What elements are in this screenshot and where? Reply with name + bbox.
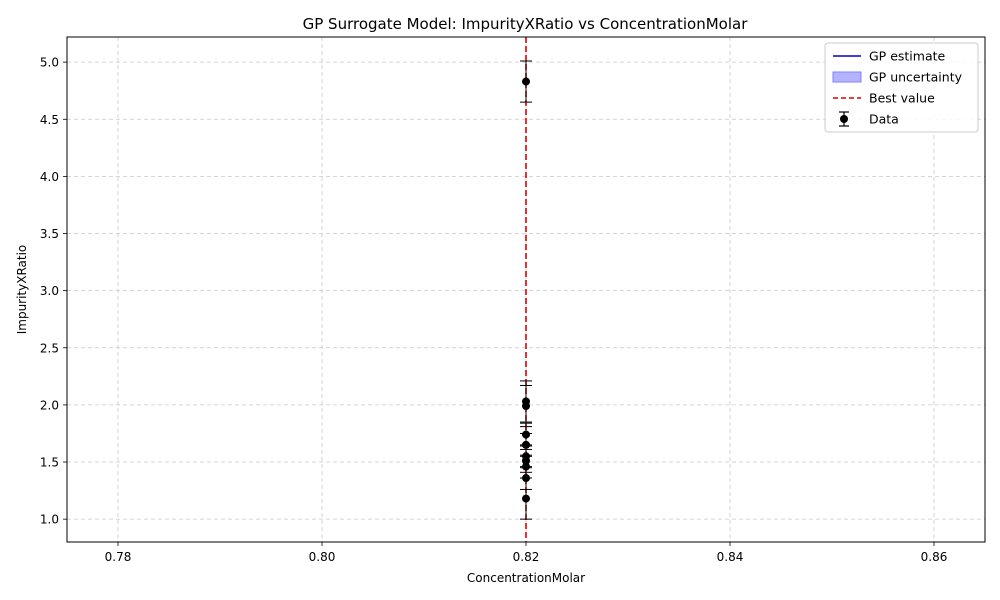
- x-tick-label: 0.78: [105, 550, 132, 564]
- y-axis: 1.0 1.5 2.0 2.5 3.0 3.5 4.0 4.5 5.0: [40, 56, 67, 527]
- legend-label-data: Data: [869, 112, 899, 127]
- y-tick-label: 1.0: [40, 513, 59, 527]
- y-tick-label: 3.5: [40, 227, 59, 241]
- y-tick-label: 2.0: [40, 398, 59, 412]
- y-tick-label: 5.0: [40, 56, 59, 70]
- y-tick-label: 4.0: [40, 170, 59, 184]
- data-point: [522, 77, 530, 86]
- data-point: [522, 494, 530, 503]
- legend-label-best-value: Best value: [869, 91, 935, 106]
- legend-label-gp-uncertainty: GP uncertainty: [869, 70, 963, 85]
- chart-title: GP Surrogate Model: ImpurityXRatio vs Co…: [303, 15, 749, 33]
- x-axis: 0.78 0.80 0.82 0.84 0.86: [105, 542, 948, 564]
- y-tick-label: 1.5: [40, 456, 59, 470]
- y-axis-label: ImpurityXRatio: [15, 245, 29, 335]
- legend-patch-icon: [832, 71, 862, 83]
- legend-box: [824, 42, 979, 133]
- x-tick-label: 0.86: [921, 550, 948, 564]
- x-tick-label: 0.84: [717, 550, 744, 564]
- data-point: [522, 402, 530, 411]
- y-tick-label: 4.5: [40, 113, 59, 127]
- data-marks: [520, 37, 532, 542]
- legend: GP estimate GP uncertainty Best value Da…: [824, 42, 979, 133]
- x-axis-label: ConcentrationMolar: [467, 571, 585, 585]
- x-tick-label: 0.80: [309, 550, 336, 564]
- x-tick-label: 0.82: [513, 550, 540, 564]
- legend-label-gp-estimate: GP estimate: [869, 49, 946, 64]
- y-tick-label: 2.5: [40, 341, 59, 355]
- y-tick-label: 3.0: [40, 284, 59, 298]
- legend-marker-icon: [840, 115, 848, 123]
